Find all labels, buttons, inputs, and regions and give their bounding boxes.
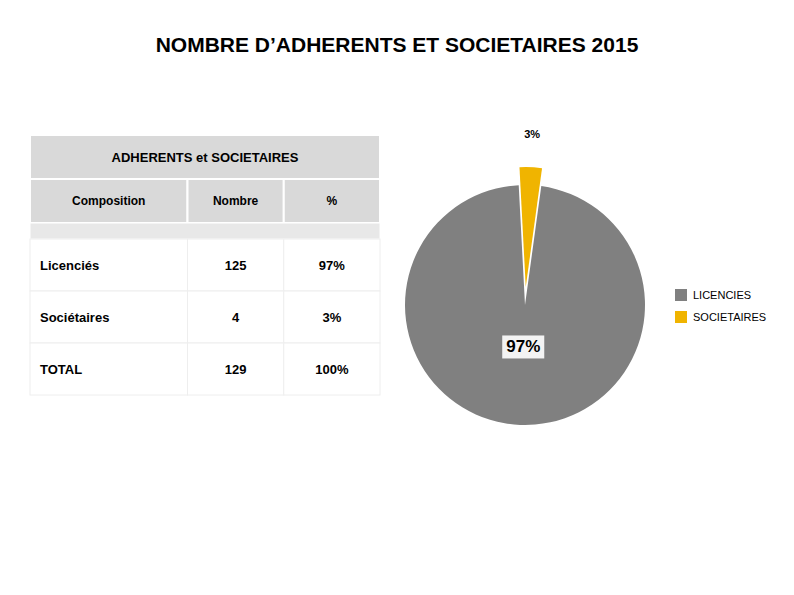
legend-label: SOCIETAIRES — [693, 311, 766, 323]
table-cell — [188, 343, 284, 395]
table-cell — [284, 291, 380, 343]
table-row-label: TOTAL — [40, 362, 82, 377]
table-cell — [284, 343, 380, 395]
table-title: ADHERENTS et SOCIETAIRES — [112, 150, 299, 165]
table-header-cell — [30, 135, 380, 179]
table-cell — [188, 291, 284, 343]
table-cell — [284, 239, 380, 291]
label-box — [502, 335, 544, 358]
legend-item: LICENCIES — [675, 289, 751, 301]
table-cell — [30, 343, 188, 395]
data-label: 97% — [506, 337, 540, 356]
table-separator — [30, 223, 380, 239]
table-column-header: Composition — [72, 194, 145, 208]
legend-swatch — [675, 289, 687, 301]
table-column-header: Nombre — [213, 194, 259, 208]
table-cell — [188, 239, 284, 291]
table: ADHERENTS et SOCIETAIRES Composition Nombr… — [30, 135, 380, 395]
table-row-label: Licenciés — [40, 258, 99, 273]
table-column-header: % — [327, 194, 338, 208]
table-value: 3% — [322, 310, 341, 325]
table-column-header-cell — [188, 179, 284, 223]
pie: 97% 3% — [405, 128, 645, 425]
figure: NOMBRE D’ADHERENTS ET SOCIETAIRES 2015 97… — [0, 0, 794, 595]
title: NOMBRE D’ADHERENTS ET SOCIETAIRES 2015 — [156, 33, 639, 56]
table-column-header-cell — [30, 179, 188, 223]
pie-slice — [519, 167, 542, 287]
legend-item: SOCIETAIRES — [675, 311, 766, 323]
legend-label: LICENCIES — [693, 289, 751, 301]
table-value: 129 — [225, 362, 247, 377]
table-cell — [30, 291, 188, 343]
table-value: 125 — [225, 258, 247, 273]
table-value: 100% — [315, 362, 349, 377]
legend-swatch — [675, 311, 687, 323]
table-value: 97% — [319, 258, 345, 273]
table-cell — [30, 239, 188, 291]
table-value: 4 — [232, 310, 240, 325]
data-label: 3% — [524, 128, 540, 140]
legend: LICENCIES SOCIETAIRES — [675, 289, 766, 323]
table-column-header-cell — [284, 179, 380, 223]
table-row-label: Sociétaires — [40, 310, 109, 325]
